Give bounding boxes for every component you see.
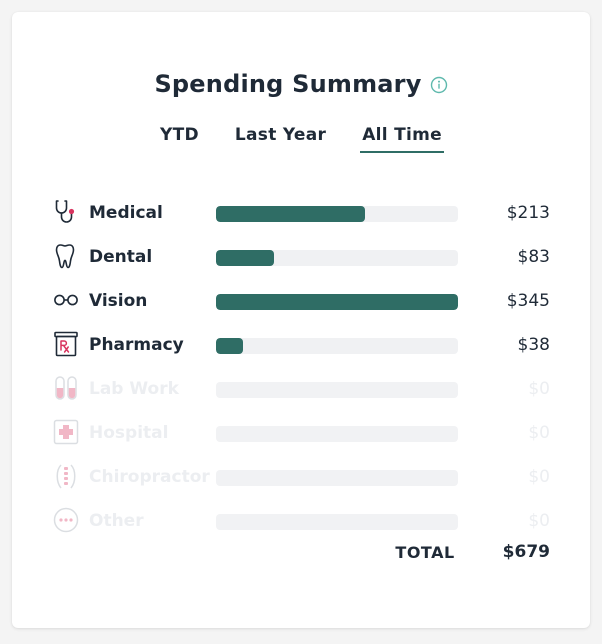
category-label: Lab Work <box>89 379 179 399</box>
category-amount: $83 <box>517 247 550 267</box>
dots-icon <box>53 507 79 533</box>
progress-fill <box>216 338 243 354</box>
progress-fill <box>216 294 458 310</box>
category-label: Hospital <box>89 423 169 443</box>
tab-all-time[interactable]: All Time <box>360 125 444 153</box>
progress-track <box>216 470 458 486</box>
tooth-icon <box>55 244 75 269</box>
category-row-pharmacy: Pharmacy $38 <box>52 316 550 360</box>
category-label: Dental <box>89 247 153 267</box>
category-amount: $213 <box>506 203 550 223</box>
category-row-medical: Medical $213 <box>52 184 550 228</box>
spending-summary-card: Spending Summary YTD Last Year All Time … <box>12 12 590 628</box>
title-row: Spending Summary <box>12 70 590 98</box>
category-amount: $0 <box>528 379 550 399</box>
category-amount: $0 <box>528 511 550 531</box>
category-list: Medical $213 Dental $83 Vision $345 <box>52 184 550 536</box>
tab-ytd[interactable]: YTD <box>159 125 199 145</box>
progress-track <box>216 514 458 530</box>
progress-track <box>216 206 458 222</box>
category-label: Medical <box>89 203 163 223</box>
category-amount: $345 <box>506 291 550 311</box>
category-row-hospital: Hospital $0 <box>52 404 550 448</box>
test-tubes-icon <box>55 376 77 400</box>
total-label: TOTAL <box>395 542 455 562</box>
progress-track <box>216 294 458 310</box>
category-row-lab-work: Lab Work $0 <box>52 360 550 404</box>
progress-fill <box>216 250 275 266</box>
total-row: TOTAL $679 <box>12 542 550 562</box>
category-amount: $0 <box>528 467 550 487</box>
hospital-cross-icon <box>53 419 79 445</box>
rx-icon <box>54 331 78 357</box>
time-range-tabs: YTD Last Year All Time <box>12 125 590 153</box>
progress-track <box>216 250 458 266</box>
category-row-vision: Vision $345 <box>52 272 550 316</box>
progress-track <box>216 426 458 442</box>
category-amount: $38 <box>517 335 550 355</box>
category-row-dental: Dental $83 <box>52 228 550 272</box>
category-label: Chiropractor <box>89 467 210 487</box>
category-row-chiropractor: Chiropractor $0 <box>52 448 550 492</box>
progress-track <box>216 338 458 354</box>
total-amount: $679 <box>502 542 550 562</box>
category-amount: $0 <box>528 423 550 443</box>
category-label: Pharmacy <box>89 335 184 355</box>
category-row-other: Other $0 <box>52 492 550 536</box>
progress-track <box>216 382 458 398</box>
glasses-icon <box>54 294 78 306</box>
stethoscope-icon <box>55 200 75 223</box>
category-label: Vision <box>89 291 148 311</box>
spine-icon <box>56 464 76 489</box>
page-title: Spending Summary <box>154 70 422 98</box>
category-label: Other <box>89 511 144 531</box>
tab-last-year[interactable]: Last Year <box>234 125 327 145</box>
info-circle-icon[interactable] <box>430 76 448 94</box>
progress-fill <box>216 206 366 222</box>
